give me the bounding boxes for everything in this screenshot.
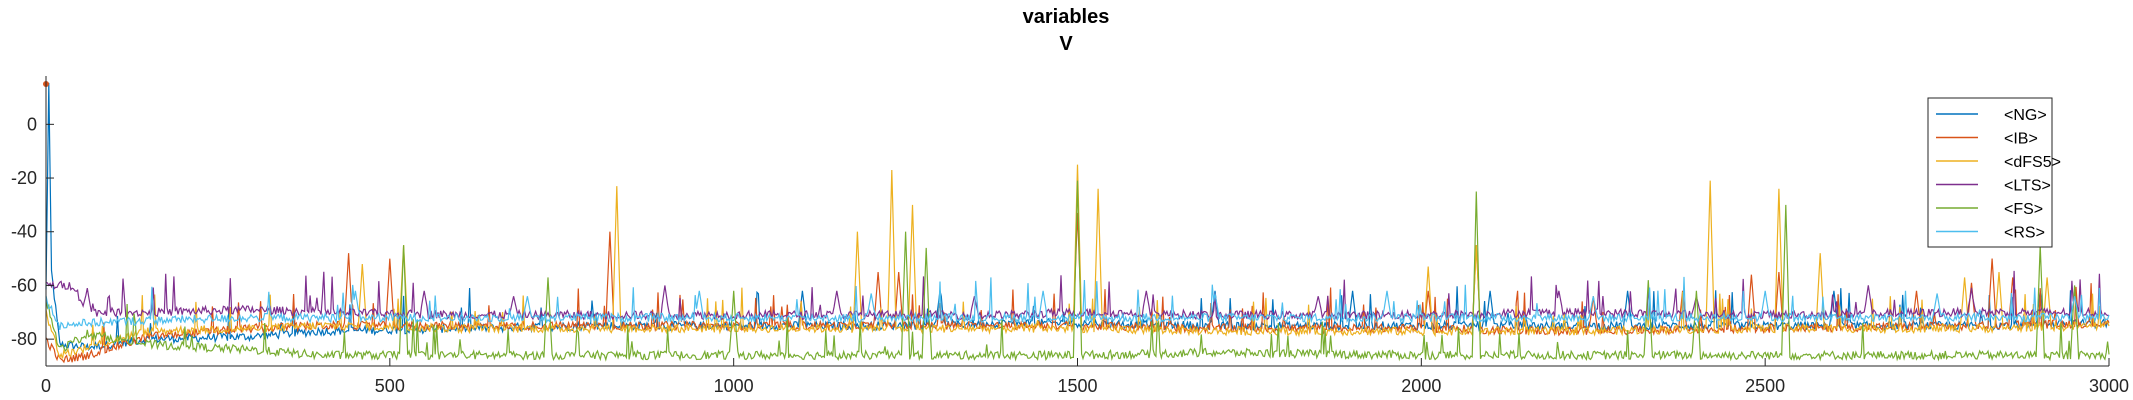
x-tick-label: 1000 xyxy=(714,376,754,396)
series-line-fs xyxy=(45,180,2110,362)
chart-title: variables xyxy=(1023,6,1110,28)
legend-box xyxy=(1927,97,2053,248)
series-line-rs xyxy=(45,276,2110,331)
legend-entry-ib: <IB> xyxy=(2004,131,2038,148)
y-tick-label: -20 xyxy=(11,168,37,188)
legend-entry-dfs5: <dFS5> xyxy=(2004,154,2061,171)
legend: <NG> <IB> <dFS5> <LTS> <FS> <RS> xyxy=(1927,97,2061,248)
x-tick-label: 500 xyxy=(375,376,405,396)
x-tick-label: 3000 xyxy=(2089,376,2129,396)
legend-entry-lts: <LTS> xyxy=(2004,178,2051,195)
x-tick-label: 0 xyxy=(41,376,51,396)
x-tick-label: 2000 xyxy=(1401,376,1441,396)
x-tick-label: 1500 xyxy=(1057,376,1097,396)
series-line-ng xyxy=(45,82,2110,352)
legend-entry-fs: <FS> xyxy=(2004,201,2043,218)
tick-labels: 0 500 1000 1500 2000 2500 3000 -80 -60 -40 -20 0 xyxy=(11,114,2129,396)
series-group xyxy=(43,81,2110,364)
y-tick-label: -60 xyxy=(11,275,37,295)
y-tick-label: -40 xyxy=(11,222,37,242)
legend-entry-ng: <NG> xyxy=(2004,107,2047,124)
series-line-dfs5 xyxy=(45,164,2110,360)
y-tick-label: -80 xyxy=(11,329,37,349)
x-tick-label: 2500 xyxy=(1745,376,1785,396)
y-tick-label: 0 xyxy=(27,114,37,134)
series-line-ib xyxy=(45,212,2110,364)
legend-entry-rs: <RS> xyxy=(2004,225,2045,242)
chart-subtitle: V xyxy=(1059,33,1073,55)
